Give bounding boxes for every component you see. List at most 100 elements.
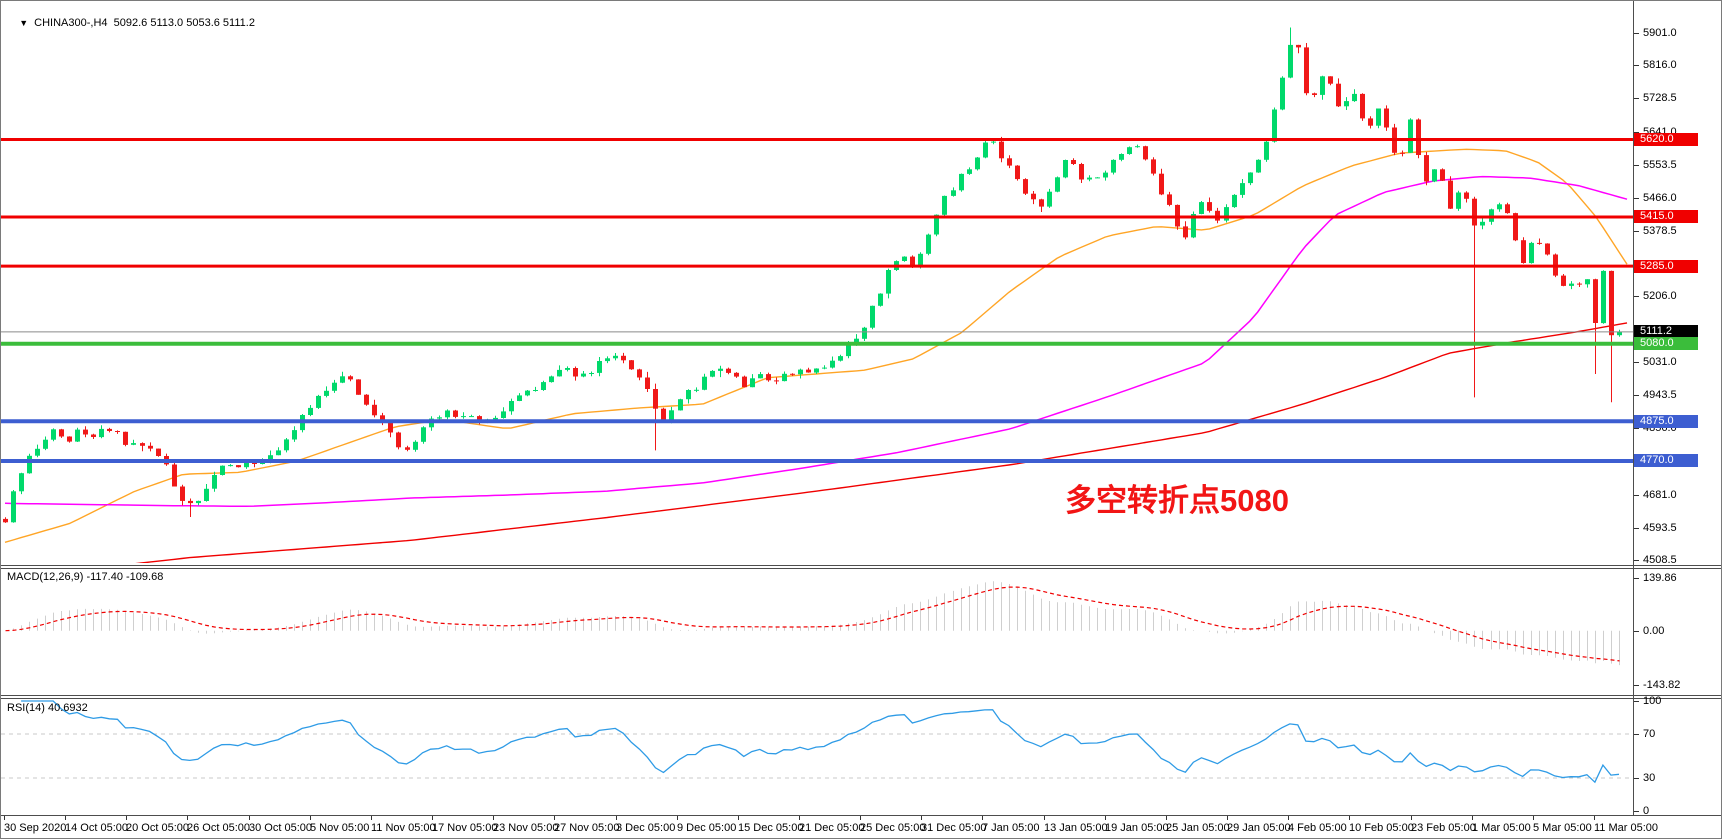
price-label: 5031.0	[1643, 356, 1677, 368]
macd-tick	[1634, 578, 1639, 579]
level-badge-5285.0: 5285.0	[1634, 260, 1698, 273]
price-label: 5553.5	[1643, 159, 1677, 171]
candle-body	[1577, 283, 1582, 285]
candle-body	[686, 390, 691, 400]
candle-body	[1199, 202, 1204, 214]
candle-body	[975, 157, 980, 170]
candle-body	[91, 434, 96, 437]
candle-body	[1031, 193, 1036, 200]
macd-label: 139.86	[1643, 572, 1677, 584]
time-tick	[126, 816, 127, 820]
candle-body	[1521, 240, 1526, 263]
candle-body	[1159, 173, 1164, 195]
candle-body	[1280, 77, 1285, 110]
candle-body	[115, 431, 120, 432]
candle-body	[1376, 108, 1381, 126]
time-tick	[1227, 816, 1228, 820]
candle-body	[959, 173, 964, 191]
time-tick-label: 15 Dec 05:00	[738, 822, 804, 834]
levels-layer	[1, 137, 1633, 463]
candle-body	[983, 142, 988, 158]
macd-pane[interactable]	[5, 581, 1620, 666]
time-tick-label: 11 Mar 05:00	[1594, 822, 1659, 834]
candle-body	[942, 195, 947, 215]
time-tick	[982, 816, 983, 820]
candle-body	[148, 445, 153, 449]
candle-body	[236, 465, 241, 468]
candle-body	[621, 355, 626, 361]
symbol-dropdown-icon[interactable]: ▼	[19, 18, 29, 28]
candle-body	[180, 486, 185, 501]
candle-body	[934, 214, 939, 235]
candle-body	[1127, 147, 1132, 154]
candle-body	[742, 376, 747, 388]
ma-medium-magenta-line	[4, 175, 1628, 508]
candle-body	[107, 428, 112, 431]
candle-body	[726, 368, 731, 373]
time-tick-label: 11 Nov 05:00	[371, 822, 436, 834]
candle-body	[3, 518, 8, 523]
price-tick	[1634, 198, 1639, 199]
candle-body	[1601, 270, 1606, 324]
time-tick-label: 13 Jan 05:00	[1044, 822, 1108, 834]
time-tick	[1533, 816, 1534, 820]
candle-body	[1232, 194, 1237, 208]
candle-body	[188, 500, 193, 504]
time-tick-label: 20 Oct 05:00	[126, 822, 189, 834]
price-chart-canvas[interactable]	[1, 1, 1722, 816]
main-pane[interactable]	[3, 27, 1628, 579]
price-tick	[1634, 132, 1639, 133]
candle-body	[678, 399, 683, 411]
time-tick	[432, 816, 433, 820]
candle-body	[1079, 164, 1084, 180]
candle-body	[549, 376, 554, 383]
time-tick	[493, 816, 494, 820]
candle-body	[27, 455, 32, 474]
rsi-pane[interactable]	[1, 700, 1633, 784]
time-tick-label: 26 Oct 05:00	[187, 822, 250, 834]
candle-body	[1472, 198, 1477, 226]
candle-body	[1609, 270, 1614, 336]
candle-body	[1320, 76, 1325, 95]
candle-body	[332, 382, 337, 391]
candle-body	[910, 256, 915, 268]
candle-body	[1007, 158, 1012, 166]
candle-body	[172, 464, 177, 487]
candle-body	[846, 344, 851, 357]
level-badge-5620.0: 5620.0	[1634, 133, 1698, 146]
candle-body	[589, 373, 594, 374]
candle-body	[244, 460, 249, 468]
candle-body	[1344, 101, 1349, 107]
candle-body	[348, 376, 353, 380]
time-tick-label: 4 Feb 05:00	[1288, 822, 1347, 834]
candles-layer	[3, 27, 1622, 523]
candle-body	[918, 253, 923, 268]
candle-body	[99, 428, 104, 438]
current-price-badge: 5111.2	[1634, 325, 1698, 338]
candle-body	[204, 488, 209, 501]
time-tick-label: 14 Oct 05:00	[65, 822, 128, 834]
candle-body	[774, 380, 779, 382]
candle-body	[1055, 177, 1060, 192]
candle-body	[1143, 146, 1148, 160]
candle-body	[388, 422, 393, 433]
candle-body	[1480, 221, 1485, 226]
rsi-label: 0	[1643, 805, 1650, 817]
candle-body	[669, 410, 674, 421]
candle-body	[758, 374, 763, 379]
candle-body	[453, 410, 458, 417]
price-tick	[1634, 231, 1639, 232]
time-tick-label: 25 Jan 05:00	[1166, 822, 1230, 834]
candle-body	[1384, 108, 1389, 128]
time-tick	[65, 816, 66, 820]
price-axis: 5901.0 5816.0 5728.5 5641.0 5553.5 5466.0 5378…	[1634, 1, 1721, 817]
candle-body	[469, 416, 474, 418]
candle-body	[1328, 76, 1333, 84]
candle-body	[790, 373, 795, 375]
time-tick	[921, 816, 922, 820]
rsi-label: 100	[1643, 695, 1662, 707]
time-tick	[799, 816, 800, 820]
candle-body	[364, 394, 369, 405]
candle-body	[798, 369, 803, 375]
candle-body	[1240, 183, 1245, 195]
